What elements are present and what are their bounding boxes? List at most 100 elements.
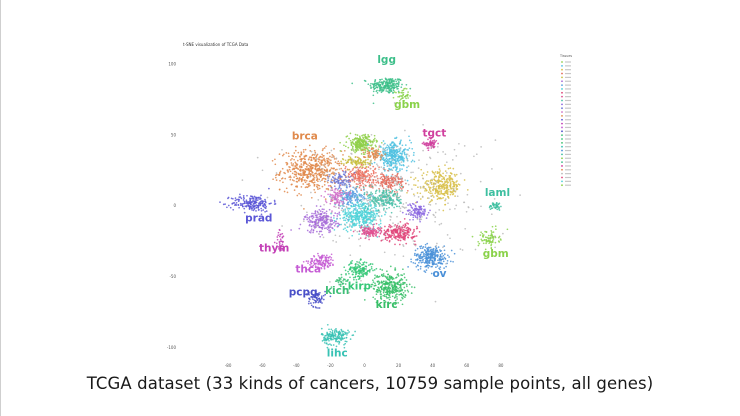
data-point: [346, 334, 348, 336]
data-point: [344, 227, 346, 230]
data-point: [393, 80, 395, 83]
data-point: [362, 231, 365, 234]
data-point: [496, 206, 499, 209]
data-point: [243, 202, 246, 205]
data-point: [289, 166, 291, 169]
data-point: [362, 274, 365, 277]
data-point: [381, 81, 384, 84]
data-point: [336, 168, 338, 171]
data-point: [403, 152, 406, 155]
data-point: [391, 181, 394, 184]
data-point: [288, 155, 290, 158]
data-point: [327, 262, 330, 265]
data-point: [329, 331, 332, 333]
data-point: [308, 156, 311, 159]
data-point: [380, 280, 383, 283]
data-point: [361, 134, 363, 137]
data-point: [363, 261, 366, 263]
data-point: [406, 226, 409, 229]
data-point: [322, 260, 325, 262]
data-point: [388, 206, 390, 209]
data-point: [359, 165, 362, 168]
data-point: [430, 257, 433, 259]
data-point: [378, 282, 381, 285]
data-point: [348, 211, 351, 214]
data-point: [401, 144, 404, 147]
data-point: [375, 82, 378, 84]
data-point: [488, 206, 491, 209]
data-point: [293, 158, 295, 161]
data-point: [431, 139, 434, 142]
data-point: [314, 214, 317, 217]
data-point: [259, 203, 262, 206]
data-point: [396, 191, 398, 193]
data-point: [383, 192, 385, 194]
data-point: [391, 173, 394, 176]
data-point: [396, 192, 399, 195]
data-point: [342, 164, 345, 167]
data-point: [352, 205, 355, 208]
data-point: [332, 171, 334, 174]
data-point: [346, 332, 349, 334]
data-point: [331, 220, 333, 222]
data-point: [354, 160, 357, 163]
data-point: [387, 169, 389, 172]
data-point: [316, 259, 318, 262]
data-point: [352, 212, 355, 215]
data-point: [354, 144, 357, 147]
data-point: [399, 221, 402, 223]
data-point: [317, 307, 319, 309]
data-point: [405, 155, 408, 157]
data-point: [373, 85, 375, 87]
data-point: [339, 277, 341, 280]
data-point: [321, 211, 324, 213]
data-point: [323, 208, 325, 211]
cluster-points: [343, 258, 378, 283]
data-point: [379, 79, 382, 81]
data-point: [320, 222, 323, 225]
data-point: [360, 175, 363, 177]
data-point: [319, 205, 322, 208]
data-point: [317, 160, 320, 163]
data-point: [436, 251, 439, 253]
data-point: [385, 90, 388, 92]
data-point: [318, 172, 321, 175]
data-point: [313, 149, 316, 152]
data-point: [388, 151, 390, 154]
data-point: [310, 169, 312, 172]
data-point: [326, 336, 329, 339]
data-point: [271, 159, 274, 162]
data-point: [299, 173, 301, 176]
data-point: [309, 219, 312, 222]
data-point: [345, 215, 348, 218]
data-point: [249, 195, 252, 197]
data-point: [327, 164, 330, 167]
data-point: [382, 157, 385, 159]
data-point: [356, 222, 358, 225]
data-point: [343, 346, 346, 349]
data-point: [396, 296, 398, 298]
data-point: [364, 159, 367, 162]
data-point: [430, 252, 433, 255]
data-point: [336, 222, 338, 225]
data-point: [399, 168, 401, 170]
data-point: [433, 257, 436, 260]
data-point: [479, 234, 482, 236]
data-point: [320, 327, 323, 330]
data-point: [278, 235, 281, 238]
data-point: [356, 275, 359, 278]
data-point: [310, 180, 313, 183]
data-point: [422, 246, 425, 248]
data-point: [381, 178, 384, 181]
data-point: [378, 80, 381, 83]
data-point: [347, 173, 350, 175]
data-point: [321, 179, 323, 182]
data-point: [274, 158, 276, 161]
data-point: [344, 219, 347, 222]
data-point: [424, 260, 427, 263]
data-point: [379, 177, 382, 180]
data-point: [406, 222, 408, 224]
data-point: [315, 297, 318, 300]
data-point: [260, 194, 262, 197]
cluster-points: [273, 228, 285, 252]
